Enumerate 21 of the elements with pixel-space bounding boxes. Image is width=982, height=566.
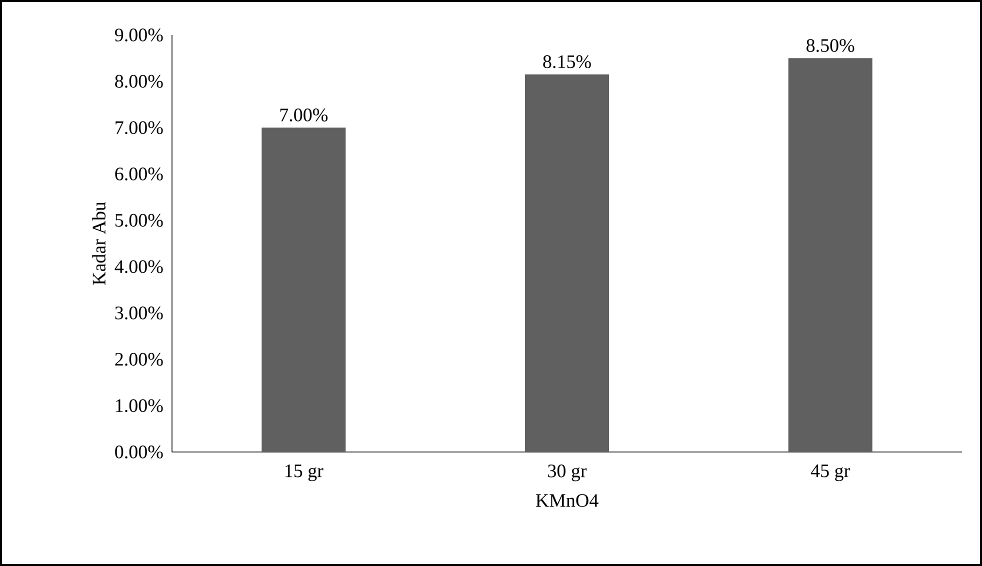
y-tick-label: 5.00% bbox=[116, 214, 163, 227]
y-axis-title: Kadar Abu bbox=[92, 202, 106, 285]
y-tick-label: 7.00% bbox=[116, 121, 163, 134]
y-tick-label: 0.00% bbox=[115, 446, 163, 458]
y-tick-label: 6.00% bbox=[115, 168, 163, 180]
x-axis-title: KMnO4 bbox=[536, 494, 598, 507]
x-tick-label: 45 gr bbox=[810, 464, 850, 482]
bar bbox=[788, 58, 872, 452]
y-tick-label: 9.00% bbox=[115, 28, 163, 42]
data-label: 7.00% bbox=[280, 108, 328, 122]
bar bbox=[525, 74, 610, 452]
x-tick-label: 15 gr bbox=[286, 464, 324, 482]
y-tick-label: 2.00% bbox=[115, 352, 163, 366]
y-tick-label: 4.00% bbox=[114, 260, 163, 274]
data-label: 8.15% bbox=[543, 55, 591, 68]
y-tick-label: 8.00% bbox=[115, 74, 163, 88]
x-tick-label: 30 gr bbox=[548, 464, 587, 482]
y-tick-label: 3.00% bbox=[115, 306, 163, 320]
y-tick-label: 1.00% bbox=[116, 399, 163, 412]
bar bbox=[262, 128, 346, 452]
data-label: 8.50% bbox=[806, 39, 854, 52]
